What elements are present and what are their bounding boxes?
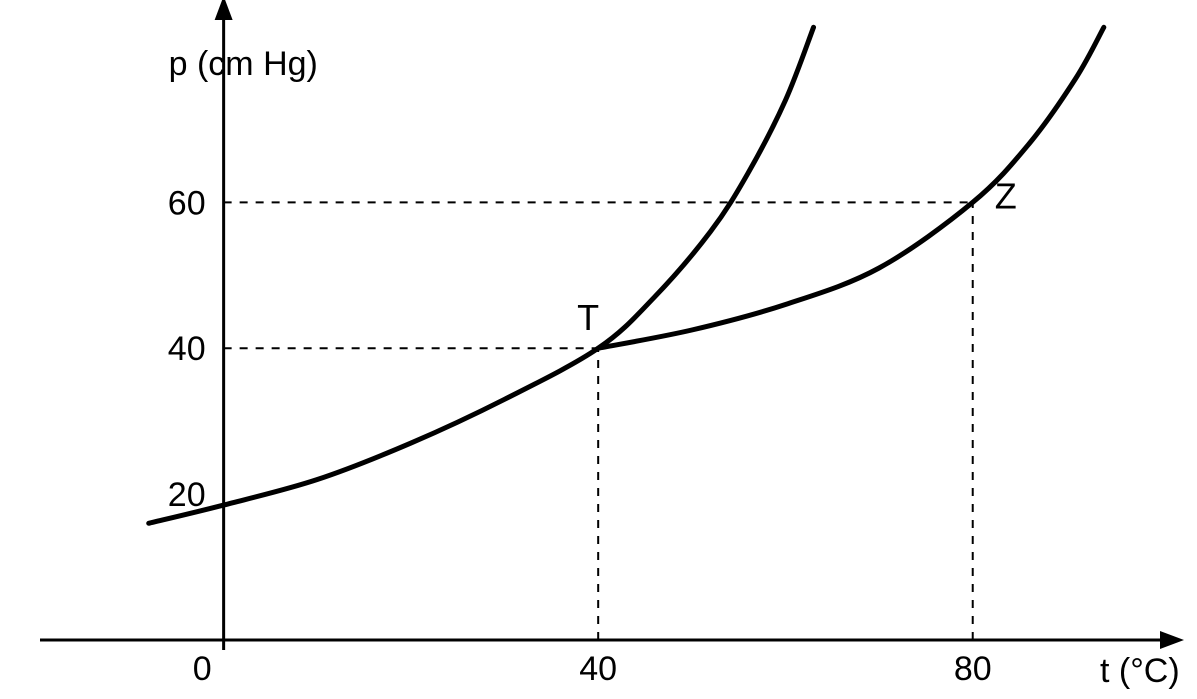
reference-lines <box>224 202 973 640</box>
y-tick-labels: 20 40 60 <box>168 184 206 514</box>
x-tick-0: 0 <box>193 650 212 688</box>
x-tick-40: 40 <box>579 650 617 688</box>
axes <box>40 0 1184 650</box>
y-tick-60: 60 <box>168 184 206 222</box>
x-tick-80: 80 <box>954 650 992 688</box>
x-tick-labels: 0 40 80 <box>193 650 992 688</box>
y-axis-arrowhead <box>215 0 233 20</box>
x-axis-label: t (°C) <box>1100 652 1180 690</box>
y-tick-20: 20 <box>168 476 206 514</box>
point-label-T: T <box>577 297 599 338</box>
y-tick-40: 40 <box>168 330 206 368</box>
curve-right <box>598 27 1104 348</box>
point-label-Z: Z <box>995 175 1017 216</box>
curve-left <box>149 27 814 523</box>
x-axis-arrowhead <box>1160 631 1184 649</box>
vapor-pressure-chart: 0 40 80 20 40 60 p (cm Hg) t (°C) T Z <box>0 0 1197 699</box>
y-axis-label: p (cm Hg) <box>169 45 318 83</box>
